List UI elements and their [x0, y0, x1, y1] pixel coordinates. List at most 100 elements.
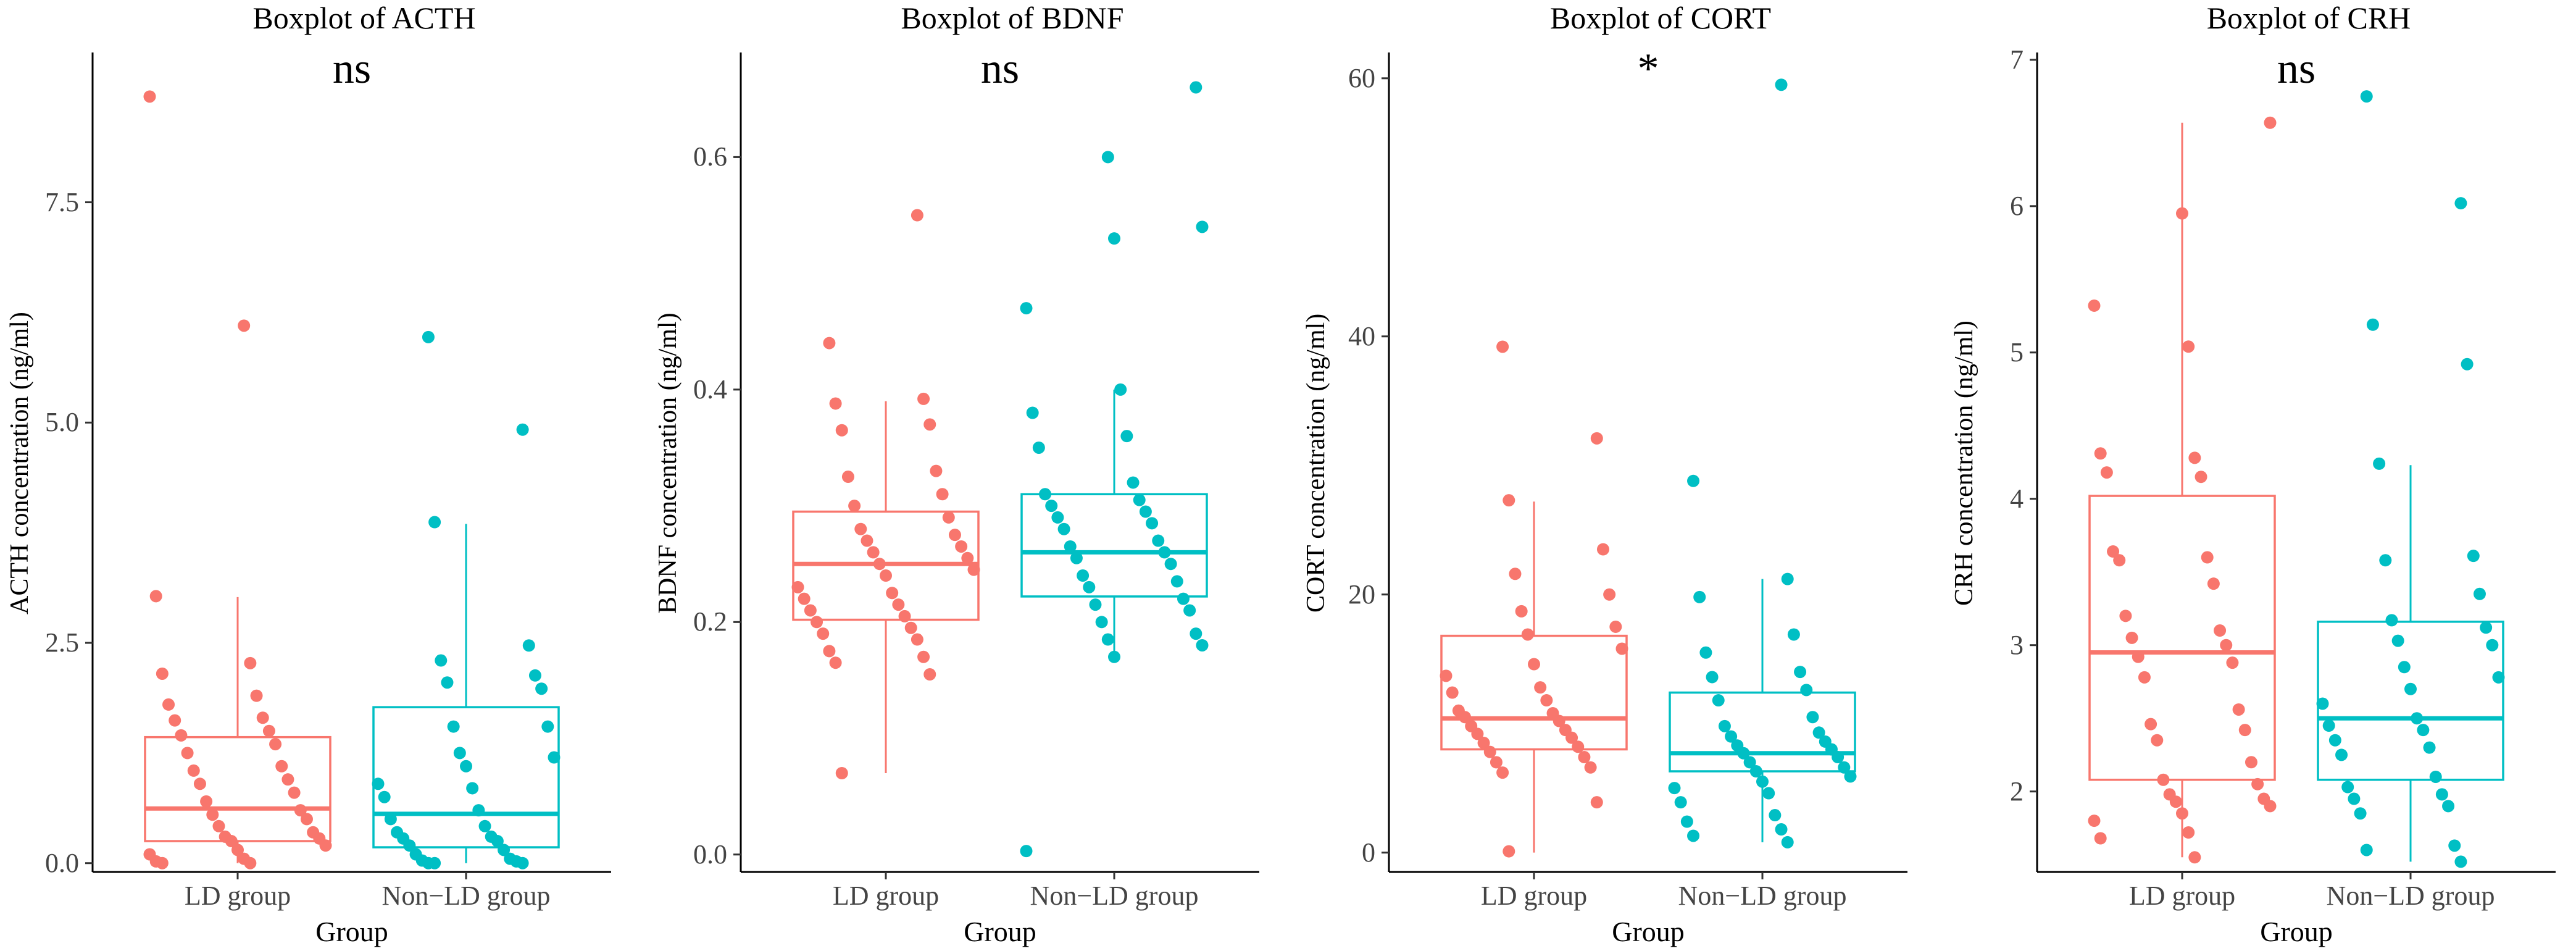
data-point: [466, 782, 479, 795]
data-point: [175, 729, 188, 742]
data-point: [2448, 839, 2461, 852]
data-point: [2360, 844, 2373, 857]
data-point: [156, 667, 169, 680]
data-point: [2316, 697, 2329, 710]
data-point: [516, 423, 529, 436]
data-point: [1477, 737, 1490, 750]
y-tick-label: 5: [2010, 337, 2024, 367]
data-point: [2182, 826, 2195, 839]
data-point: [2157, 773, 2170, 786]
data-point: [1490, 756, 1503, 769]
data-point: [917, 392, 930, 405]
data-point: [1190, 627, 1203, 640]
box-ld-group: [143, 90, 332, 869]
data-point: [1139, 505, 1152, 518]
data-point: [206, 808, 219, 821]
data-point: [447, 720, 460, 733]
plot-area: [85, 52, 611, 879]
data-point: [212, 819, 225, 832]
data-point: [904, 621, 917, 634]
data-point: [2486, 639, 2499, 651]
y-tick-label: 0.4: [693, 374, 727, 404]
data-point: [2385, 614, 2398, 627]
y-tick-label: 0: [1362, 837, 1375, 868]
data-point: [1032, 441, 1045, 454]
data-point: [1064, 540, 1077, 553]
data-point: [2467, 550, 2480, 563]
data-point: [2417, 724, 2430, 737]
data-point: [244, 857, 257, 869]
y-tick-label: 2: [2010, 776, 2024, 806]
data-point: [2398, 661, 2411, 674]
data-point: [880, 569, 892, 582]
data-point: [1565, 731, 1578, 744]
data-point: [1101, 151, 1114, 164]
data-point: [886, 587, 899, 600]
data-point: [2226, 656, 2239, 669]
data-point: [1471, 727, 1484, 740]
data-point: [2195, 471, 2207, 484]
data-point: [231, 844, 244, 857]
data-point: [2113, 554, 2126, 567]
data-point: [2473, 587, 2486, 600]
data-point: [181, 747, 194, 760]
data-point: [478, 819, 491, 832]
iqr-box: [1440, 634, 1628, 751]
data-point: [1127, 476, 1140, 489]
data-point: [422, 330, 435, 343]
data-point: [2145, 718, 2157, 731]
data-point: [1615, 642, 1628, 655]
iqr-box: [372, 706, 560, 848]
data-point: [930, 464, 943, 477]
significance-label: *: [1637, 45, 1659, 93]
data-point: [911, 209, 923, 222]
y-axis-title: CRH concentration (ng/ml): [1950, 320, 1978, 606]
data-point: [2404, 682, 2417, 695]
data-point: [1190, 81, 1203, 94]
data-point: [1769, 809, 1782, 822]
data-point: [1496, 766, 1509, 779]
data-point: [1057, 522, 1070, 535]
data-point: [1158, 546, 1171, 559]
x-tick-label: LD group: [1480, 881, 1588, 911]
significance-label: ns: [980, 45, 1020, 93]
y-tick-label: 60: [1348, 62, 1375, 93]
data-point: [1609, 620, 1622, 633]
data-point: [2088, 299, 2101, 312]
data-point: [1026, 406, 1039, 419]
data-point: [1120, 430, 1133, 443]
y-tick-label: 0.0: [45, 847, 79, 878]
data-point: [835, 767, 848, 780]
box-non-ld-group: [1668, 78, 1857, 848]
data-point: [2125, 631, 2138, 644]
data-point: [1706, 671, 1719, 684]
data-point: [1781, 572, 1794, 585]
x-axis-title: Group: [2260, 916, 2333, 947]
y-axis-title: BDNF concentration (ng/ml): [654, 312, 682, 614]
data-point: [2354, 807, 2367, 820]
data-point: [1170, 575, 1183, 588]
data-point: [1083, 580, 1096, 593]
x-tick-label: LD group: [832, 881, 940, 911]
y-tick-label: 20: [1348, 579, 1375, 610]
data-point: [225, 835, 238, 848]
data-point: [384, 813, 397, 826]
data-point: [817, 627, 830, 640]
data-point: [1095, 616, 1108, 629]
x-tick-label: LD group: [184, 881, 291, 911]
data-point: [811, 616, 823, 629]
data-point: [1812, 726, 1825, 739]
data-point: [2251, 777, 2264, 790]
data-point: [1051, 511, 1064, 524]
data-point: [2264, 800, 2277, 813]
data-point: [1521, 628, 1534, 641]
data-point: [829, 656, 842, 669]
data-point: [911, 633, 923, 646]
data-point: [187, 764, 200, 777]
data-point: [541, 720, 554, 733]
data-point: [378, 790, 391, 803]
data-point: [403, 839, 416, 852]
data-point: [1699, 646, 1712, 659]
data-point: [372, 777, 385, 790]
data-point: [1133, 493, 1146, 506]
